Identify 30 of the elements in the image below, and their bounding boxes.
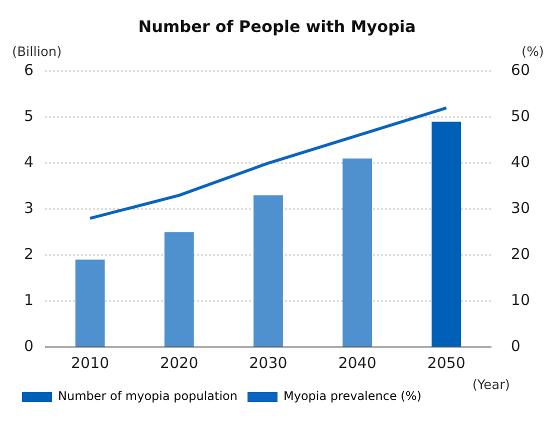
y2-tick-label: 0 [510,336,520,355]
x-tick-label: 2010 [70,354,110,372]
x-tick-label: 2050 [427,354,466,372]
y2-tick-label: 60 [510,61,530,80]
y-tick-label: 5 [24,107,34,126]
y2-tick-label: 50 [510,107,530,126]
x-tick-label: 2040 [338,354,376,372]
chart-title: Number of People with Myopia [138,16,416,36]
y-axis-title: (Billion) [12,45,62,60]
y2-tick-label: 40 [510,153,530,172]
y-tick-label: 3 [24,198,34,217]
bar [342,158,372,346]
legend-label: Number of myopia population [58,389,238,404]
bar [75,260,105,346]
bar [254,195,283,346]
legend-label: Myopia prevalence (%) [284,389,422,404]
y2-tick-label: 10 [510,290,530,309]
bar [432,122,462,346]
y-tick-label: 2 [24,244,34,263]
y2-axis-title: (%) [522,45,544,60]
y-tick-label: 0 [24,336,34,355]
bar [164,232,194,346]
x-tick-label: 2020 [160,354,198,372]
y2-tick-label: 30 [510,198,530,217]
y-tick-label: 4 [24,153,34,172]
y-tick-label: 1 [24,290,34,309]
x-tick-label: 2030 [249,354,288,372]
y2-tick-label: 20 [510,244,530,263]
y-tick-label: 6 [24,61,34,80]
x-axis-title: (Year) [472,378,510,393]
